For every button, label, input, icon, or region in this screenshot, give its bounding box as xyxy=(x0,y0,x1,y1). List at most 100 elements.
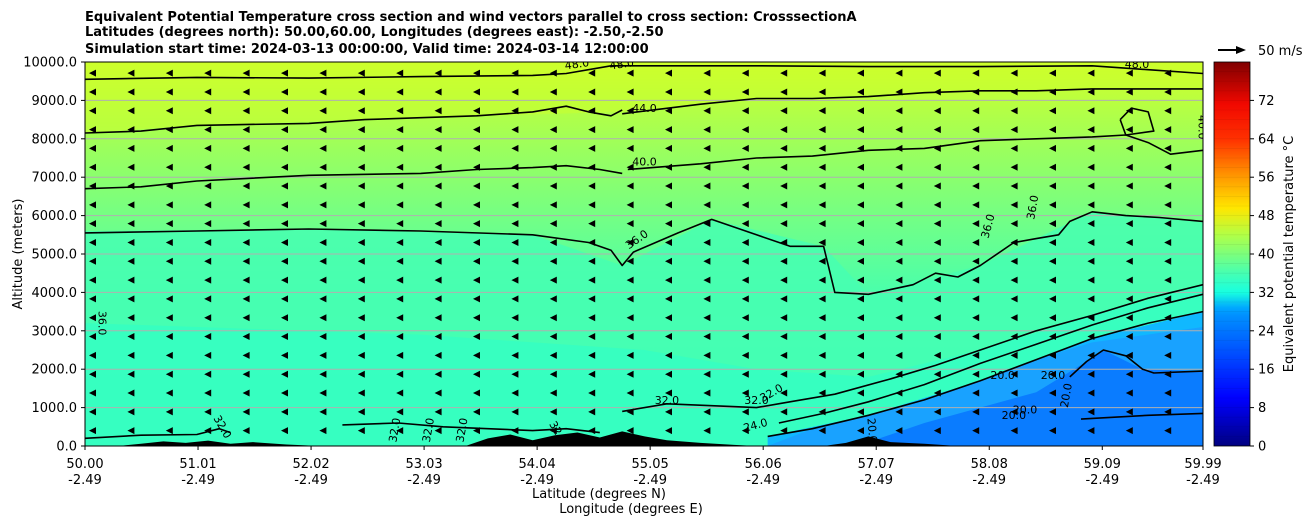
wind-vector-344 xyxy=(741,351,749,359)
wind-vector-425 xyxy=(895,333,903,341)
wind-vector-263 xyxy=(588,370,596,378)
wind-vector-521 xyxy=(1087,408,1095,416)
wind-vector-168 xyxy=(396,276,404,284)
wind-vector-195 xyxy=(434,144,442,152)
wind-vector-470 xyxy=(972,238,980,246)
wind-vector-385 xyxy=(818,333,826,341)
wind-vector-61 xyxy=(204,408,212,416)
wind-vector-286 xyxy=(626,314,634,322)
wind-vector-114 xyxy=(281,163,288,171)
wind-vector-397 xyxy=(818,107,826,115)
wind-vector-218 xyxy=(473,88,480,96)
wind-vector-262 xyxy=(588,389,596,397)
wind-vector-477 xyxy=(972,107,980,115)
wind-vector-82 xyxy=(242,389,250,397)
wind-vector-0 xyxy=(89,427,96,435)
y-tick-label-6: 6000.0 xyxy=(32,209,78,224)
wind-vector-449 xyxy=(933,257,941,265)
wind-vector-172 xyxy=(396,201,404,209)
wind-vector-167 xyxy=(396,295,404,303)
wind-vector-323 xyxy=(703,370,711,378)
x-tick-lon-label-8: -2.49 xyxy=(972,473,1006,488)
wind-vector-427 xyxy=(895,295,903,303)
wind-vector-520 xyxy=(1087,427,1095,435)
wind-vector-438 xyxy=(895,88,903,96)
contour-label-23: 20.0 xyxy=(1002,409,1027,422)
wind-vector-589 xyxy=(1202,261,1203,262)
wind-vector-370 xyxy=(780,238,788,246)
wind-vector-372 xyxy=(780,201,788,209)
wind-vector-500 xyxy=(1049,427,1056,435)
wind-vector-308 xyxy=(665,276,672,284)
wind-vector-269 xyxy=(588,257,596,265)
wind-vector-544 xyxy=(1125,351,1133,359)
wind-vector-420 xyxy=(895,427,903,435)
wind-vector-484 xyxy=(1010,351,1018,359)
wind-vector-6 xyxy=(89,314,96,322)
chart-title-line-2: Latitudes (degrees north): 50.00,60.00, … xyxy=(85,25,664,40)
wind-vector-434 xyxy=(895,163,903,171)
wind-vector-16 xyxy=(89,126,96,134)
wind-vector-133 xyxy=(319,182,327,190)
wind-vector-245 xyxy=(549,333,557,341)
wind-vector-582 xyxy=(1202,392,1203,394)
wind-vector-513 xyxy=(1049,182,1056,190)
wind-vector-458 xyxy=(933,88,941,96)
wind-vector-331 xyxy=(703,220,711,228)
wind-vector-77 xyxy=(204,107,212,115)
wind-vector-117 xyxy=(281,107,288,115)
contour-line-0 xyxy=(85,65,1203,81)
wind-vector-289 xyxy=(626,257,634,265)
chart-title-line-3: Simulation start time: 2024-03-13 00:00:… xyxy=(85,42,649,57)
wind-vector-413 xyxy=(857,182,864,190)
wind-vector-126 xyxy=(319,314,327,322)
wind-vector-67 xyxy=(204,295,212,303)
wind-vector-382 xyxy=(818,389,826,397)
wind-vector-142 xyxy=(357,389,365,397)
wind-vector-451 xyxy=(933,220,941,228)
wind-vector-206 xyxy=(473,314,480,322)
wind-vector-32 xyxy=(127,201,135,209)
wind-vector-583 xyxy=(1202,373,1203,375)
contour-label-24: 20.0 xyxy=(1058,382,1075,408)
wind-vector-83 xyxy=(242,370,250,378)
wind-vector-330 xyxy=(703,238,711,246)
wind-vector-387 xyxy=(818,295,826,303)
wind-vector-54 xyxy=(165,163,173,171)
wind-vector-62 xyxy=(204,389,212,397)
wind-vector-122 xyxy=(319,389,327,397)
contour-label-20: 20.0 xyxy=(990,369,1015,382)
wind-vector-464 xyxy=(972,351,980,359)
wind-key-arrowhead xyxy=(1236,46,1246,54)
wind-vector-390 xyxy=(818,238,826,246)
wind-vector-243 xyxy=(549,370,557,378)
x-tick-lat-label-3: 53.03 xyxy=(405,457,442,472)
wind-vector-471 xyxy=(972,220,980,228)
wind-vector-406 xyxy=(857,314,864,322)
wind-vector-180 xyxy=(434,427,442,435)
wind-vector-282 xyxy=(626,389,634,397)
wind-vector-278 xyxy=(588,88,596,96)
wind-vector-246 xyxy=(549,314,557,322)
wind-vector-111 xyxy=(281,220,288,228)
wind-vector-339 xyxy=(703,69,711,77)
wind-vector-528 xyxy=(1087,276,1095,284)
wind-vector-592 xyxy=(1202,204,1203,206)
wind-vector-104 xyxy=(281,351,288,359)
wind-vector-421 xyxy=(895,408,903,416)
wind-vector-116 xyxy=(281,126,288,134)
wind-vector-312 xyxy=(665,201,672,209)
wind-vector-261 xyxy=(588,408,596,416)
wind-vector-437 xyxy=(895,107,903,115)
wind-vector-110 xyxy=(281,238,288,246)
x-tick-lon-label-1: -2.49 xyxy=(181,473,215,488)
wind-vector-567 xyxy=(1164,295,1172,303)
wind-vector-220 xyxy=(511,427,519,435)
wind-vector-242 xyxy=(549,389,557,397)
wind-vector-106 xyxy=(281,314,288,322)
colorbar-tick-label-8: 64 xyxy=(1258,132,1275,147)
wind-vector-529 xyxy=(1087,257,1095,265)
wind-vector-79 xyxy=(204,69,212,77)
wind-vector-292 xyxy=(626,201,634,209)
wind-vector-584 xyxy=(1202,355,1203,356)
